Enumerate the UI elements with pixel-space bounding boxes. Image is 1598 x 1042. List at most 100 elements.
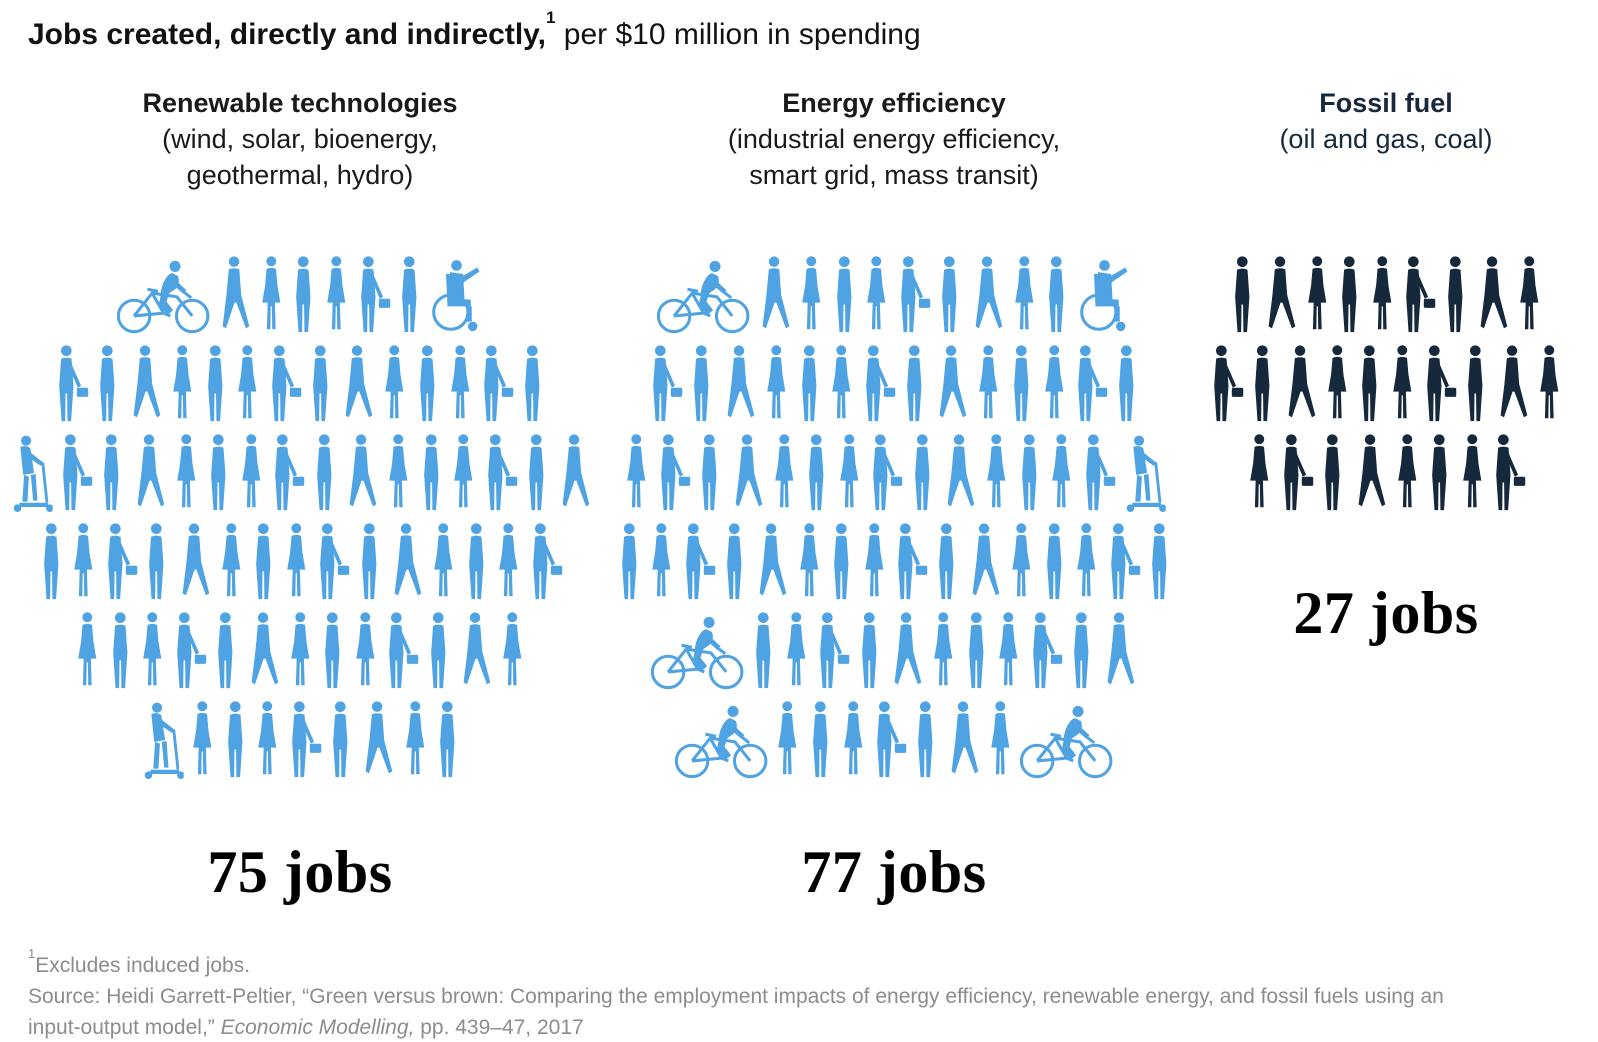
person-icon bbox=[749, 611, 778, 691]
person-icon bbox=[1335, 255, 1364, 335]
person-icon bbox=[1393, 433, 1422, 513]
person-icon bbox=[138, 611, 167, 691]
person-icon bbox=[286, 700, 322, 780]
person-icon bbox=[680, 522, 716, 602]
person-icon bbox=[855, 611, 884, 691]
person-icon bbox=[1281, 344, 1319, 424]
person-icon bbox=[1080, 433, 1116, 513]
person-icon bbox=[1208, 344, 1244, 424]
person-icon bbox=[1473, 255, 1511, 335]
column-header-renewable: Renewable technologies (wind, solar, bio… bbox=[142, 85, 457, 255]
person-icon bbox=[935, 255, 964, 335]
person-icon bbox=[806, 700, 835, 780]
person-icon bbox=[527, 522, 563, 602]
person-icon bbox=[380, 344, 409, 424]
footnote: 1Excludes induced jobs. Source: Heidi Ga… bbox=[28, 944, 1488, 1042]
person-icon bbox=[1318, 433, 1347, 513]
person-icon bbox=[318, 611, 347, 691]
person-icon bbox=[986, 700, 1015, 780]
person-icon bbox=[253, 700, 282, 780]
column-subtitle-line: geothermal, hydro) bbox=[186, 160, 414, 190]
title-regular: per $10 million in spending bbox=[555, 18, 921, 51]
person-icon bbox=[1145, 522, 1174, 602]
column-title: Energy efficiency bbox=[782, 88, 1006, 118]
person-icon bbox=[1040, 522, 1069, 602]
person-icon bbox=[944, 700, 982, 780]
footnote-text: Excludes induced jobs. bbox=[35, 954, 251, 977]
person-icon bbox=[994, 611, 1023, 691]
person-icon bbox=[342, 433, 380, 513]
person-icon bbox=[1303, 255, 1332, 335]
person-icon bbox=[338, 344, 376, 424]
pictogram-row bbox=[7, 433, 593, 513]
pictogram-row bbox=[650, 611, 1138, 691]
person-icon bbox=[69, 522, 98, 602]
person-icon bbox=[215, 255, 253, 335]
value-label-energy-efficiency: 77 jobs bbox=[801, 839, 987, 905]
person-icon bbox=[1355, 344, 1384, 424]
column-subtitle-line: (industrial energy efficiency, bbox=[727, 124, 1061, 154]
person-icon bbox=[655, 433, 691, 513]
person-icon bbox=[37, 522, 66, 602]
pictogram-renewable bbox=[0, 255, 600, 780]
person-icon bbox=[1421, 344, 1457, 424]
person-icon bbox=[355, 255, 391, 335]
person-icon bbox=[1400, 255, 1436, 335]
person-icon bbox=[647, 522, 676, 602]
person-icon bbox=[1047, 433, 1076, 513]
person-icon bbox=[615, 522, 644, 602]
cyclist-person-icon bbox=[650, 611, 745, 691]
pictogram-row bbox=[674, 700, 1114, 780]
person-icon bbox=[142, 522, 171, 602]
source-prefix: Source: Heidi Garrett-Peltier, “Green ve… bbox=[28, 985, 1444, 1039]
person-icon bbox=[887, 611, 925, 691]
person-icon bbox=[322, 255, 351, 335]
pictogram-row bbox=[615, 522, 1174, 602]
footnote-line: 1Excludes induced jobs. bbox=[28, 944, 1488, 981]
person-icon bbox=[968, 255, 1006, 335]
person-icon bbox=[1388, 344, 1417, 424]
person-icon bbox=[720, 522, 749, 602]
person-icon bbox=[188, 700, 217, 780]
person-icon bbox=[424, 611, 453, 691]
person-icon bbox=[752, 522, 790, 602]
cyclist-person-icon bbox=[674, 700, 769, 780]
person-icon bbox=[900, 344, 929, 424]
person-icon bbox=[867, 433, 903, 513]
person-icon bbox=[797, 255, 826, 335]
column-renewable: Renewable technologies (wind, solar, bio… bbox=[0, 85, 600, 907]
person-icon bbox=[1441, 255, 1470, 335]
person-icon bbox=[1245, 433, 1274, 513]
wheelchair-person-icon bbox=[427, 255, 484, 335]
person-icon bbox=[802, 433, 831, 513]
column-subtitle-line: (wind, solar, bioenergy, bbox=[162, 124, 438, 154]
person-icon bbox=[326, 700, 355, 780]
person-icon bbox=[384, 433, 413, 513]
person-icon bbox=[687, 344, 716, 424]
pictogram-row bbox=[1228, 255, 1544, 335]
source-line: Source: Heidi Garrett-Peltier, “Green ve… bbox=[28, 981, 1488, 1042]
person-icon bbox=[932, 344, 970, 424]
person-icon bbox=[201, 344, 230, 424]
person-icon bbox=[257, 255, 286, 335]
person-icon bbox=[1351, 433, 1389, 513]
person-icon bbox=[286, 611, 315, 691]
person-icon bbox=[93, 344, 122, 424]
column-header-energy-efficiency: Energy efficiency (industrial energy eff… bbox=[728, 85, 1060, 255]
person-icon bbox=[233, 344, 262, 424]
person-icon bbox=[755, 255, 793, 335]
person-icon bbox=[282, 522, 311, 602]
person-icon bbox=[1425, 433, 1454, 513]
person-icon bbox=[401, 700, 430, 780]
person-icon bbox=[482, 433, 518, 513]
person-icon bbox=[73, 611, 102, 691]
person-icon bbox=[795, 522, 824, 602]
pictogram-row bbox=[138, 700, 461, 780]
person-icon bbox=[395, 255, 424, 335]
pictogram-fossil-fuel bbox=[1190, 255, 1582, 513]
person-icon bbox=[1042, 255, 1071, 335]
person-icon bbox=[351, 611, 380, 691]
person-icon bbox=[106, 611, 135, 691]
person-icon bbox=[962, 611, 991, 691]
